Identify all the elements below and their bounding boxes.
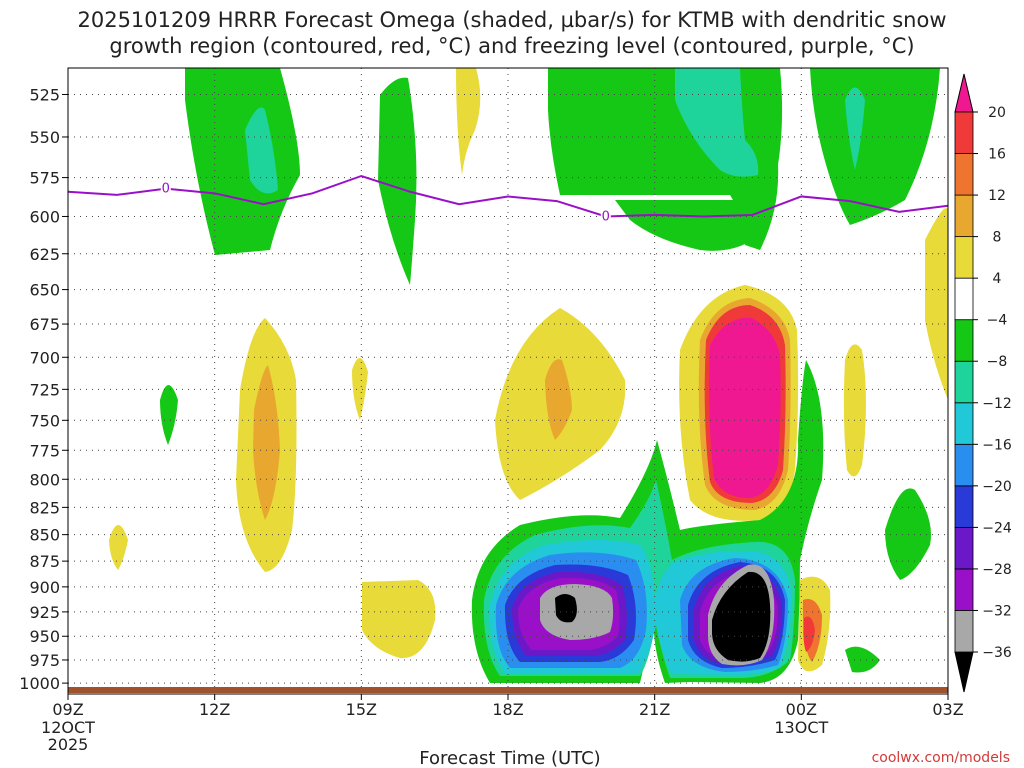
y-tick-label: 750 bbox=[29, 411, 60, 430]
omega-magenta-region bbox=[709, 317, 781, 498]
y-tick-label: 775 bbox=[29, 441, 60, 460]
omega-orange-region bbox=[253, 365, 280, 520]
y-tick-label: 825 bbox=[29, 498, 60, 517]
colorbar-band bbox=[954, 485, 974, 528]
grid-lines bbox=[68, 68, 948, 694]
omega-black-region bbox=[712, 571, 771, 662]
y-tick-label: 525 bbox=[29, 85, 60, 104]
colorbar-tick-label: 4 bbox=[993, 271, 1002, 287]
x-date-label: 13OCT bbox=[774, 718, 828, 737]
colorbar-tick-label: −36 bbox=[982, 645, 1012, 661]
y-tick-label: 550 bbox=[29, 128, 60, 147]
colorbar-end-bottom bbox=[954, 651, 974, 693]
omega-red-region bbox=[803, 616, 815, 652]
colorbar-band bbox=[954, 277, 974, 321]
freezing-label-bg bbox=[600, 208, 611, 223]
colorbar-tick-label: −4 bbox=[987, 313, 1008, 329]
freezing-level-labels: 00 bbox=[160, 180, 611, 224]
colorbar-tick-label: 12 bbox=[988, 188, 1006, 204]
x-axis-label: Forecast Time (UTC) bbox=[419, 748, 600, 768]
omega-orange-region bbox=[545, 359, 572, 440]
omega-yellow-region bbox=[843, 344, 866, 477]
y-tick-label: 650 bbox=[29, 281, 60, 300]
y-tick-label: 900 bbox=[29, 578, 60, 597]
colorbar-tick-label: 20 bbox=[988, 105, 1006, 121]
x-tick-label: 12Z bbox=[199, 700, 230, 719]
omega-yellow-region bbox=[109, 525, 128, 570]
y-tick-label: 1000 bbox=[19, 674, 60, 693]
y-tick-label: 625 bbox=[29, 245, 60, 264]
y-tick-label: 675 bbox=[29, 315, 60, 334]
omega-green-region bbox=[845, 646, 880, 673]
credit-text: coolwx.com/models bbox=[872, 750, 1010, 766]
omega-teal-region bbox=[845, 87, 865, 170]
colorbar-band bbox=[954, 610, 974, 653]
colorbar-band bbox=[954, 319, 974, 362]
colorbar-band bbox=[954, 111, 974, 154]
colorbar-tick-label: −16 bbox=[982, 437, 1012, 453]
colorbar-tick-label: −28 bbox=[982, 562, 1012, 578]
omega-green-region bbox=[185, 68, 300, 255]
omega-green-region bbox=[615, 200, 765, 251]
colorbar-tick-label: −32 bbox=[982, 603, 1012, 619]
colorbar-tick-label: 16 bbox=[988, 147, 1006, 163]
x-tick-label: 21Z bbox=[639, 700, 670, 719]
colorbar-tick-label: −24 bbox=[982, 520, 1012, 536]
omega-green-region bbox=[378, 77, 417, 285]
colorbar-tick-label: −8 bbox=[987, 354, 1008, 370]
omega-yellow-region bbox=[352, 357, 368, 420]
chart-title-line2: growth region (contoured, red, °C) and f… bbox=[109, 34, 914, 58]
colorbar-tick-label: −20 bbox=[982, 479, 1012, 495]
x-tick-label: 09Z bbox=[52, 700, 83, 719]
omega-yellow-region bbox=[362, 580, 436, 659]
x-date-label: 2025 bbox=[48, 735, 89, 754]
freezing-level-label: 0 bbox=[602, 209, 610, 224]
colorbar-band bbox=[954, 443, 974, 487]
freezing-label-bg bbox=[160, 180, 171, 195]
omega-green-region bbox=[160, 385, 178, 445]
y-tick-label: 700 bbox=[29, 348, 60, 367]
y-tick-label: 575 bbox=[29, 169, 60, 188]
freezing-level-label: 0 bbox=[162, 182, 170, 197]
colorbar: 20 16 12 8 4 −4 −8 −12 −16 −20 −24 −28 −32 −36 bbox=[954, 73, 1012, 693]
x-tick-label: 03Z bbox=[932, 700, 963, 719]
x-tick-label: 00Z bbox=[786, 700, 817, 719]
y-tick-label: 925 bbox=[29, 603, 60, 622]
colorbar-band bbox=[954, 402, 974, 445]
colorbar-band bbox=[954, 236, 974, 279]
colorbar-band bbox=[954, 526, 974, 570]
y-tick-label: 875 bbox=[29, 552, 60, 571]
omega-teal-region bbox=[245, 107, 278, 194]
y-tick-label: 600 bbox=[29, 207, 60, 226]
chart-title-line1: 2025101209 HRRR Forecast Omega (shaded, … bbox=[77, 8, 946, 32]
omega-yellow-region bbox=[925, 208, 948, 400]
omega-green-region bbox=[810, 68, 940, 225]
omega-shading bbox=[109, 68, 948, 683]
x-date-label: 12OCT bbox=[41, 718, 95, 737]
colorbar-tick-label: −12 bbox=[982, 396, 1012, 412]
colorbar-tick-label: 8 bbox=[993, 230, 1002, 246]
y-tick-label: 975 bbox=[29, 651, 60, 670]
y-tick-label: 950 bbox=[29, 627, 60, 646]
colorbar-band bbox=[954, 360, 974, 404]
ground-strip bbox=[68, 687, 948, 693]
freezing-level-line bbox=[68, 174, 948, 218]
y-axis: 525 550 575 600 625 650 675 700 725 750 775 800 825 8… bbox=[19, 85, 68, 693]
omega-teal-region bbox=[675, 68, 759, 177]
colorbar-band bbox=[954, 194, 974, 238]
y-tick-label: 850 bbox=[29, 526, 60, 545]
omega-yellow-region bbox=[456, 68, 481, 175]
omega-black-region bbox=[555, 594, 577, 623]
colorbar-band bbox=[954, 153, 974, 196]
x-tick-label: 18Z bbox=[492, 700, 523, 719]
x-tick-label: 15Z bbox=[346, 700, 377, 719]
y-tick-label: 800 bbox=[29, 470, 60, 489]
colorbar-band bbox=[954, 568, 974, 611]
y-tick-label: 725 bbox=[29, 380, 60, 399]
colorbar-end-top bbox=[954, 73, 974, 113]
